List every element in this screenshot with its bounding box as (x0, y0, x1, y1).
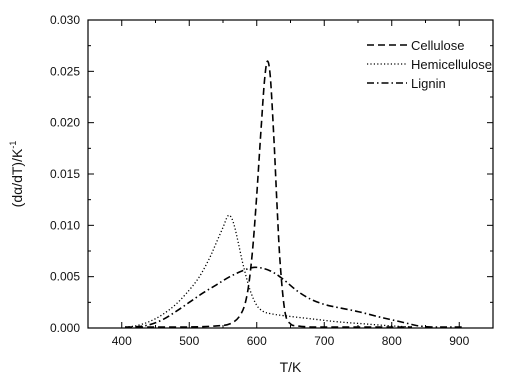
legend-label: Cellulose (411, 38, 464, 53)
x-tick-label: 400 (112, 334, 132, 348)
x-tick-label: 800 (382, 334, 402, 348)
y-tick-label: 0.025 (50, 64, 80, 78)
y-tick-label: 0.000 (50, 321, 80, 335)
x-tick-label: 900 (449, 334, 469, 348)
x-axis-title: T/K (280, 359, 302, 375)
series-line-hemicellulose (125, 215, 412, 327)
y-tick-label: 0.020 (50, 116, 80, 130)
y-tick-label: 0.015 (50, 167, 80, 181)
x-tick-label: 500 (179, 334, 199, 348)
y-tick-label: 0.010 (50, 218, 80, 232)
series-layer (125, 61, 463, 327)
y-axis-title: (dα/dT)/K-1 (8, 141, 25, 208)
series-line-cellulose (125, 61, 412, 327)
legend: Cellulose Hemicellulose Lignin (367, 38, 492, 91)
tick-labels: 400 500 600 700 800 900 0.000 0.005 0.010 0.015 0.… (50, 13, 470, 348)
y-tick-label: 0.005 (50, 270, 80, 284)
y-tick-label: 0.030 (50, 13, 80, 27)
y-axis-title-superscript: -1 (8, 141, 18, 149)
y-axis-title-main: (dα/dT)/K (9, 148, 25, 207)
x-tick-label: 600 (247, 334, 267, 348)
series-line-lignin (135, 267, 462, 327)
legend-label: Hemicellulose (411, 57, 492, 72)
x-tick-label: 700 (314, 334, 334, 348)
legend-label: Lignin (411, 76, 446, 91)
